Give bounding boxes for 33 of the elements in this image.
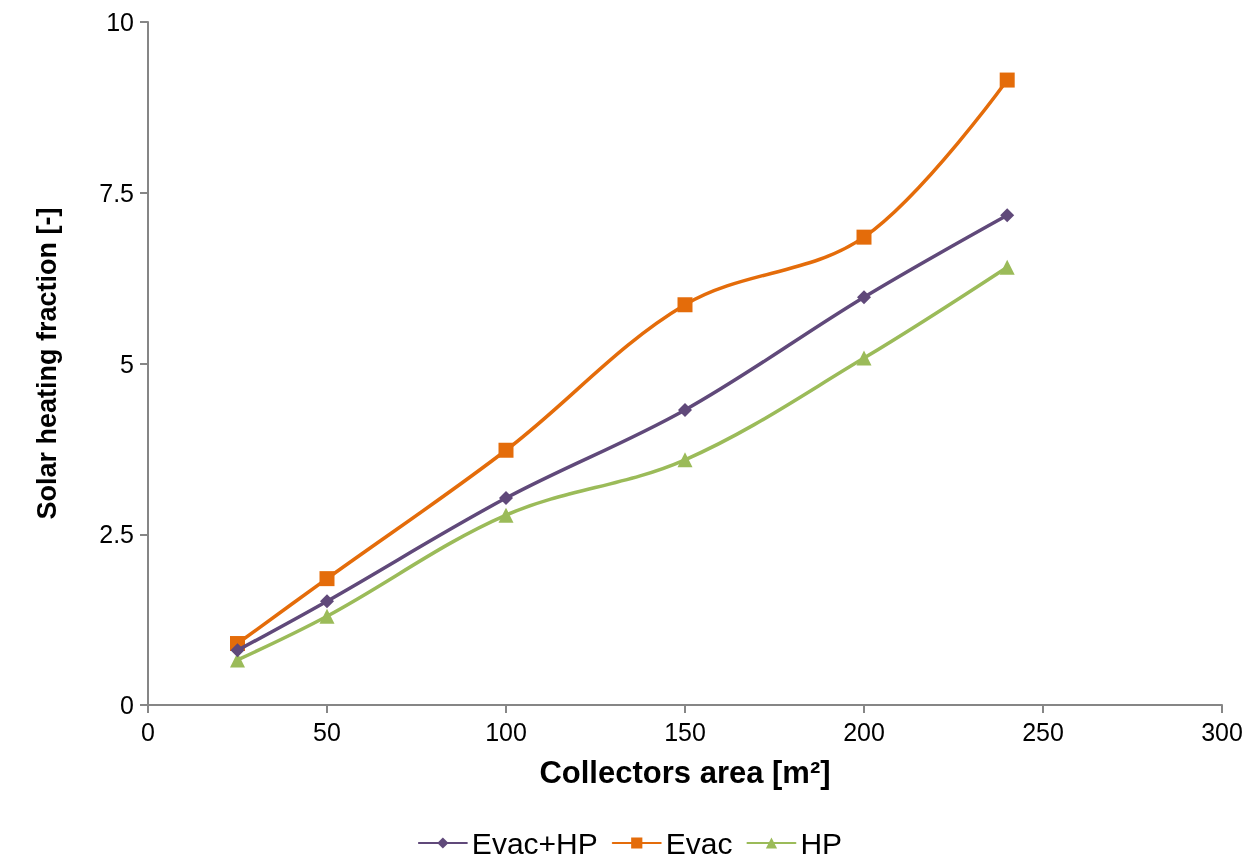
point bbox=[320, 594, 334, 609]
y-tick-label: 5 bbox=[120, 349, 134, 378]
x-tick-label: 200 bbox=[843, 717, 885, 746]
x-tick-label: 50 bbox=[313, 717, 341, 746]
x-tick-label: 250 bbox=[1022, 717, 1064, 746]
x-tick-label: 0 bbox=[141, 717, 155, 746]
legend-label: Evac+HP bbox=[471, 826, 598, 860]
point bbox=[230, 643, 245, 658]
y-tick-label: 2.5 bbox=[99, 520, 134, 549]
y-axis-title: Solar heating fraction [-] bbox=[31, 207, 62, 520]
point bbox=[999, 72, 1015, 88]
y-tick-label: 0 bbox=[120, 691, 134, 719]
point bbox=[999, 259, 1015, 275]
point bbox=[319, 608, 335, 624]
point bbox=[857, 290, 871, 305]
point bbox=[498, 507, 514, 523]
point bbox=[1000, 208, 1015, 223]
point bbox=[856, 350, 872, 366]
point bbox=[677, 297, 693, 313]
point bbox=[856, 229, 872, 245]
legend-label: HP bbox=[800, 826, 843, 860]
point bbox=[677, 452, 693, 468]
x-tick-label: 100 bbox=[485, 717, 527, 746]
point bbox=[319, 571, 335, 587]
point bbox=[498, 442, 514, 458]
point bbox=[499, 491, 513, 506]
y-tick-label: 7.5 bbox=[99, 178, 134, 207]
x-tick-label: 300 bbox=[1201, 717, 1243, 746]
legend-label: Evac bbox=[665, 826, 733, 860]
x-tick-label: 150 bbox=[664, 717, 706, 746]
x-axis-title: Collectors area [m²] bbox=[539, 755, 831, 790]
y-tick-label: 10 bbox=[106, 8, 134, 36]
point bbox=[678, 402, 692, 417]
